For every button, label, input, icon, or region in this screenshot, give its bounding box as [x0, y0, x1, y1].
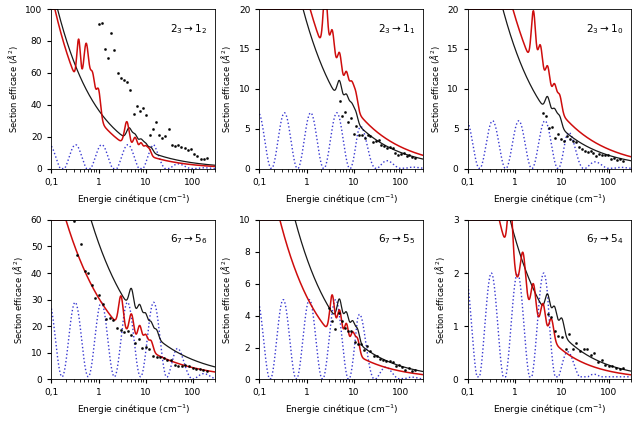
Text: $6_7 \rightarrow 5_6$: $6_7 \rightarrow 5_6$ [170, 233, 207, 247]
Y-axis label: Section efficace ($\AA^2$): Section efficace ($\AA^2$) [433, 256, 447, 343]
Text: $6_7 \rightarrow 5_5$: $6_7 \rightarrow 5_5$ [378, 233, 415, 247]
Text: $6_7 \rightarrow 5_4$: $6_7 \rightarrow 5_4$ [586, 233, 623, 247]
Y-axis label: Section efficace ($\AA^2$): Section efficace ($\AA^2$) [6, 45, 20, 133]
Y-axis label: Section efficace ($\AA^2$): Section efficace ($\AA^2$) [427, 45, 441, 133]
X-axis label: Energie cinétique (cm$^{-1}$): Energie cinétique (cm$^{-1}$) [493, 192, 606, 207]
X-axis label: Energie cinétique (cm$^{-1}$): Energie cinétique (cm$^{-1}$) [493, 403, 606, 418]
Y-axis label: Section efficace ($\AA^2$): Section efficace ($\AA^2$) [219, 45, 233, 133]
Y-axis label: Section efficace ($\AA^2$): Section efficace ($\AA^2$) [11, 256, 25, 343]
X-axis label: Energie cinétique (cm$^{-1}$): Energie cinétique (cm$^{-1}$) [76, 192, 190, 207]
Y-axis label: Section efficace ($\AA^2$): Section efficace ($\AA^2$) [219, 256, 233, 343]
X-axis label: Energie cinétique (cm$^{-1}$): Energie cinétique (cm$^{-1}$) [285, 192, 398, 207]
Text: $2_3 \rightarrow 1_2$: $2_3 \rightarrow 1_2$ [170, 22, 207, 36]
X-axis label: Energie cinétique (cm$^{-1}$): Energie cinétique (cm$^{-1}$) [285, 403, 398, 418]
Text: $2_3 \rightarrow 1_0$: $2_3 \rightarrow 1_0$ [586, 22, 623, 36]
Text: $2_3 \rightarrow 1_1$: $2_3 \rightarrow 1_1$ [378, 22, 415, 36]
X-axis label: Energie cinétique (cm$^{-1}$): Energie cinétique (cm$^{-1}$) [76, 403, 190, 418]
